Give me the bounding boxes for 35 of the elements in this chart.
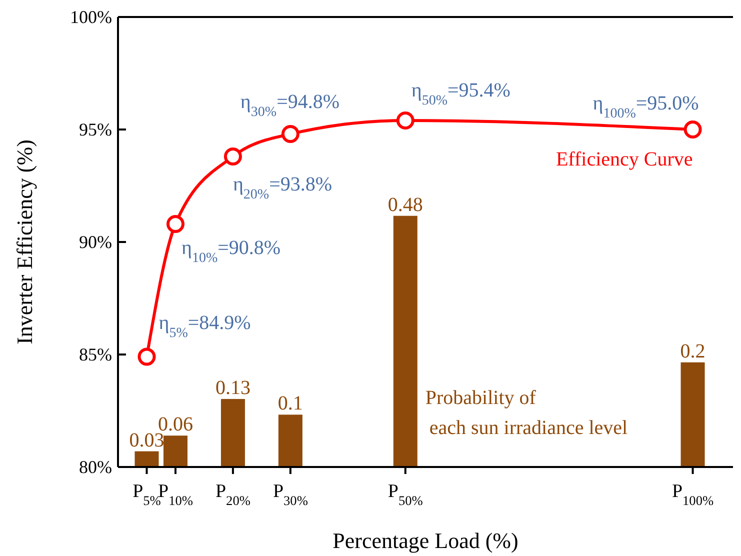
y-axis-title: Inverter Efficiency (%): [12, 140, 37, 344]
annotation: η$_{100%}$=95.0%: [592, 92, 699, 121]
y-tick-label: 95%: [79, 120, 112, 140]
x-tick-label: P$_{100%}$: [672, 481, 714, 508]
bar: [393, 216, 418, 467]
annotation: η$_{30%}$=94.8%: [240, 91, 340, 120]
x-tick-label: P$_{30%}$: [272, 481, 308, 508]
annotation: η$_{20%}$=93.8%: [232, 174, 332, 202]
bar: [220, 398, 245, 467]
y-tick-label: 80%: [79, 457, 112, 477]
bar: [680, 362, 705, 467]
y-tick-label: 85%: [79, 344, 112, 364]
bar: [163, 436, 188, 467]
point: [684, 120, 702, 138]
data-label: 0.13: [215, 376, 250, 399]
point: [166, 215, 184, 233]
annotation: η$_{50%}$=95.4%: [411, 80, 510, 108]
x-axis-title: Percentage Load (%): [332, 528, 518, 553]
data-label: 0.1: [278, 392, 303, 415]
series-label: Efficiency Curve: [556, 148, 693, 170]
data-label: 0.2: [680, 340, 706, 362]
bar: [278, 414, 302, 467]
series-label: Probability of each sun irradiance level: [425, 387, 628, 439]
point: [396, 112, 414, 130]
annotation: η$_{5%}$=84.9%: [158, 312, 251, 340]
y-tick-label: 100%: [70, 7, 112, 27]
point: [281, 125, 300, 143]
annotation: η$_{10%}$=90.8%: [181, 237, 281, 266]
point: [138, 348, 156, 366]
data-label: 0.48: [388, 194, 423, 216]
y-tick-label: 90%: [79, 232, 112, 252]
bar: [134, 451, 159, 467]
x-tick-label: P$_{20%}$: [215, 481, 250, 508]
x-tick-label: P$_{50%}$: [388, 481, 423, 508]
point: [224, 148, 242, 166]
